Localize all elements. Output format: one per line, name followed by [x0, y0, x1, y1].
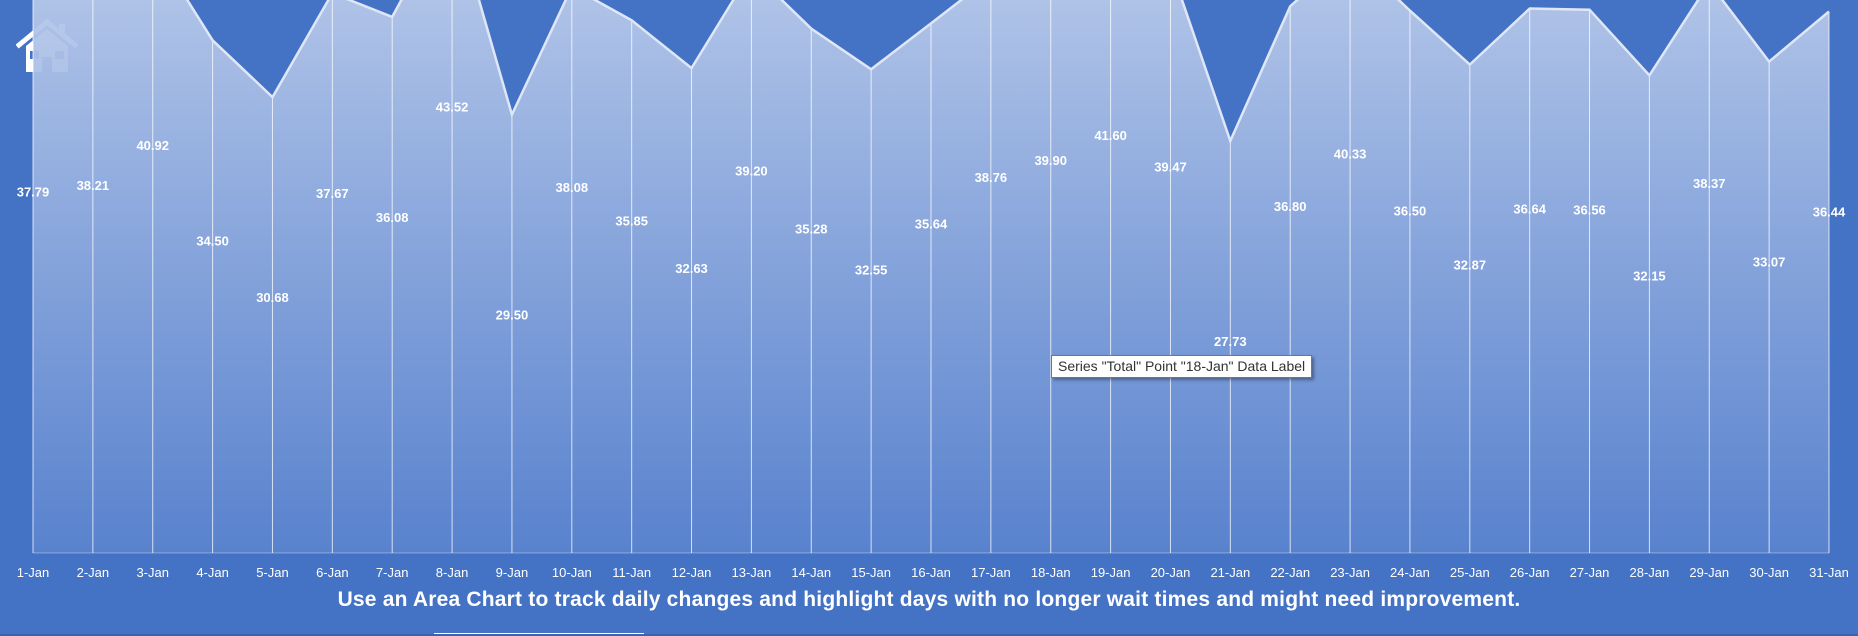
data-label[interactable]: 36.08 [376, 210, 409, 225]
x-tick-label: 23-Jan [1330, 565, 1370, 580]
data-label[interactable]: 39.20 [735, 164, 768, 179]
data-label[interactable]: 32.63 [675, 261, 708, 276]
data-label[interactable]: 32.15 [1633, 268, 1666, 283]
data-label[interactable]: 36.80 [1274, 199, 1307, 214]
data-label[interactable]: 30.68 [256, 290, 289, 305]
x-tick-label: 26-Jan [1510, 565, 1550, 580]
data-label[interactable]: 36.44 [1813, 205, 1846, 220]
x-tick-label: 20-Jan [1151, 565, 1191, 580]
data-label[interactable]: 43.52 [436, 99, 469, 114]
x-tick-label: 4-Jan [196, 565, 229, 580]
x-tick-label: 8-Jan [436, 565, 469, 580]
x-tick-label: 17-Jan [971, 565, 1011, 580]
x-tick-label: 16-Jan [911, 565, 951, 580]
data-label[interactable]: 36.64 [1513, 202, 1546, 217]
data-label[interactable]: 36.50 [1394, 204, 1427, 219]
x-tick-label: 9-Jan [496, 565, 529, 580]
x-tick-label: 15-Jan [851, 565, 891, 580]
data-label[interactable]: 39.47 [1154, 160, 1187, 175]
data-label[interactable]: 32.87 [1454, 258, 1487, 273]
data-label[interactable]: 38.21 [77, 178, 110, 193]
data-label[interactable]: 40.33 [1334, 147, 1367, 162]
x-tick-label: 29-Jan [1689, 565, 1729, 580]
chart-caption: Use an Area Chart to track daily changes… [337, 588, 1521, 611]
x-tick-label: 2-Jan [77, 565, 110, 580]
x-tick-label: 3-Jan [136, 565, 169, 580]
x-tick-label: 28-Jan [1630, 565, 1670, 580]
x-tick-label: 5-Jan [256, 565, 289, 580]
data-label[interactable]: 32.55 [855, 262, 888, 277]
x-tick-label: 13-Jan [732, 565, 772, 580]
x-tick-label: 24-Jan [1390, 565, 1430, 580]
x-tick-label: 12-Jan [672, 565, 712, 580]
x-tick-label: 21-Jan [1210, 565, 1250, 580]
bottom-divider [0, 634, 1858, 636]
data-label[interactable]: 38.76 [975, 170, 1008, 185]
x-tick-label: 30-Jan [1749, 565, 1789, 580]
data-label[interactable]: 33.07 [1753, 255, 1786, 270]
x-tick-label: 7-Jan [376, 565, 409, 580]
data-label[interactable]: 37.79 [17, 184, 50, 199]
data-label[interactable]: 40.92 [136, 138, 169, 153]
data-label[interactable]: 41.60 [1094, 128, 1127, 143]
data-label[interactable]: 37.67 [316, 186, 349, 201]
data-label[interactable]: 35.85 [615, 213, 648, 228]
data-label[interactable]: 36.56 [1573, 203, 1606, 218]
area-chart: 37.79 38.21 40.92 34.50 30.68 37.67 36.08 43.52… [17, 0, 1849, 580]
data-label[interactable]: 29.50 [496, 308, 529, 323]
data-label[interactable]: 39.90 [1034, 153, 1067, 168]
x-tick-label: 18-Jan [1031, 565, 1071, 580]
data-label[interactable]: 27.73 [1214, 334, 1247, 349]
x-tick-label: 6-Jan [316, 565, 349, 580]
x-tick-label: 19-Jan [1091, 565, 1131, 580]
data-label[interactable]: 38.08 [556, 180, 589, 195]
x-tick-label: 22-Jan [1270, 565, 1310, 580]
x-tick-label: 31-Jan [1809, 565, 1849, 580]
data-label[interactable]: 35.64 [915, 216, 948, 231]
data-label[interactable]: 34.50 [196, 233, 229, 248]
x-tick-label: 11-Jan [612, 565, 651, 580]
data-label[interactable]: 35.28 [795, 222, 828, 237]
x-tick-label: 27-Jan [1570, 565, 1610, 580]
x-tick-label: 25-Jan [1450, 565, 1490, 580]
area-series-outline [185, 0, 1830, 145]
data-label-tooltip: Series "Total" Point "18-Jan" Data Label [1051, 355, 1313, 378]
x-tick-label: 1-Jan [17, 565, 50, 580]
data-label[interactable]: 38.37 [1693, 176, 1726, 191]
x-tick-label: 10-Jan [552, 565, 592, 580]
x-tick-label: 14-Jan [791, 565, 831, 580]
